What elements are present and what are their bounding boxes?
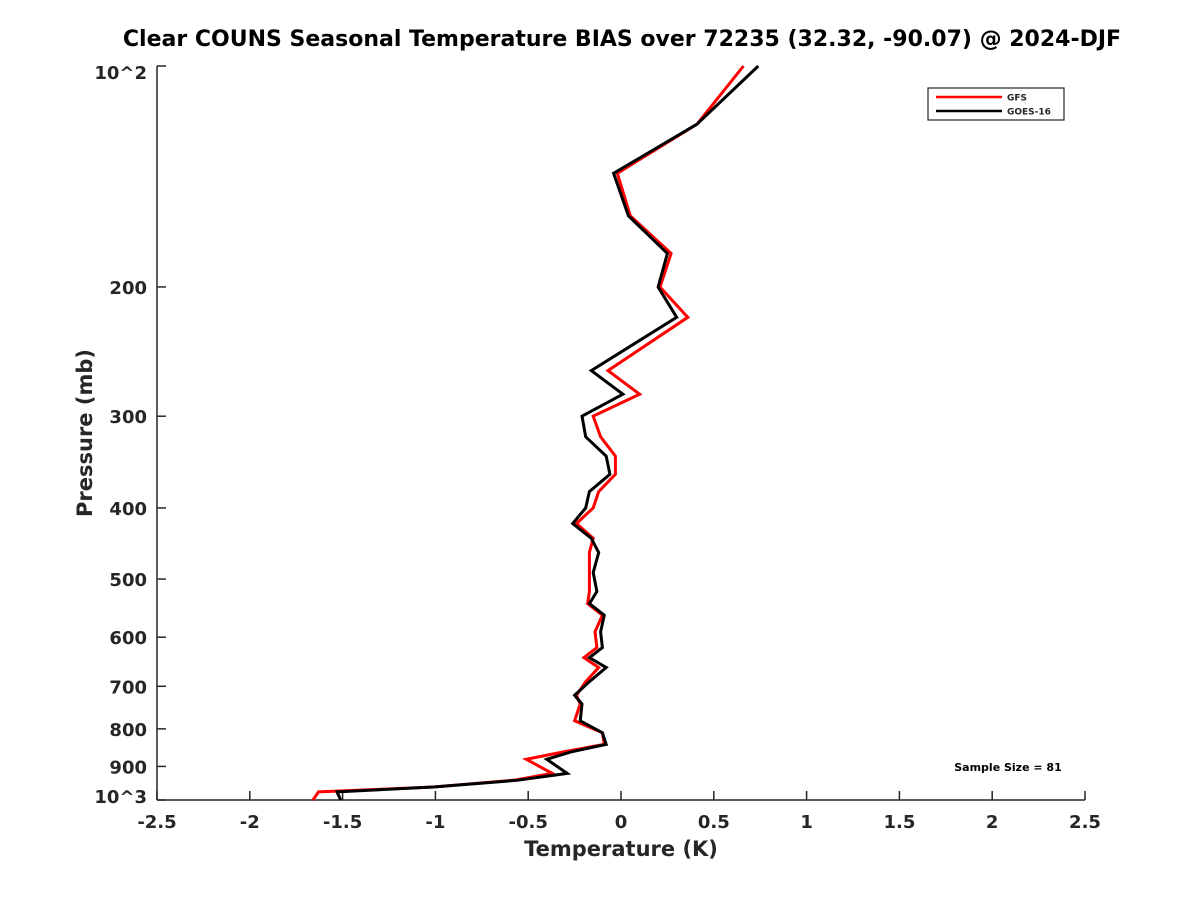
- x-tick-label: -2: [240, 812, 260, 833]
- series-line-goes-16: [334, 64, 760, 801]
- legend-label: GFS: [1007, 94, 1027, 104]
- x-tick-label: 0.5: [698, 812, 730, 833]
- y-ticks: 10^2 200 300 400 500 600 700 800 900 10^3: [94, 63, 166, 808]
- legend-box: [927, 87, 1065, 121]
- y-tick-label: 500: [109, 570, 147, 591]
- x-axis-label: Temperature (K): [524, 837, 718, 861]
- x-tick-label: 1: [800, 812, 813, 833]
- x-tick-label: -1: [425, 812, 445, 833]
- x-tick-label: -1.5: [323, 812, 362, 833]
- x-tick-label: 1.5: [883, 812, 915, 833]
- chart-title: Clear COUNS Seasonal Temperature BIAS ov…: [123, 27, 1121, 52]
- x-ticks: -2.5 -2 -1.5 -1 -0.5 0 0.5 1 1.5 2 2.5: [137, 791, 1101, 833]
- y-tick-label: 10^3: [94, 787, 147, 808]
- series-line-gfs: [311, 65, 745, 801]
- y-axis-label: Pressure (mb): [73, 349, 97, 517]
- legend: GFS GOES-16: [927, 87, 1065, 121]
- legend-label: GOES-16: [1007, 108, 1051, 118]
- x-tick-label: 2.5: [1069, 812, 1101, 833]
- y-tick-label: 300: [109, 407, 147, 428]
- series-lines: [311, 64, 760, 801]
- y-tick-label: 600: [109, 628, 147, 649]
- x-tick-label: 0: [615, 812, 628, 833]
- y-tick-label: 400: [109, 499, 147, 520]
- y-tick-label: 700: [109, 677, 147, 698]
- x-tick-label: -0.5: [509, 812, 548, 833]
- y-tick-label: 200: [109, 278, 147, 299]
- y-tick-label: 10^2: [94, 63, 147, 84]
- sample-size-annotation: Sample Size = 81: [954, 761, 1061, 774]
- y-tick-label: 800: [109, 720, 147, 741]
- y-tick-label: 900: [109, 757, 147, 778]
- axes: [156, 66, 1085, 801]
- x-tick-label: -2.5: [137, 812, 176, 833]
- x-tick-label: 2: [986, 812, 999, 833]
